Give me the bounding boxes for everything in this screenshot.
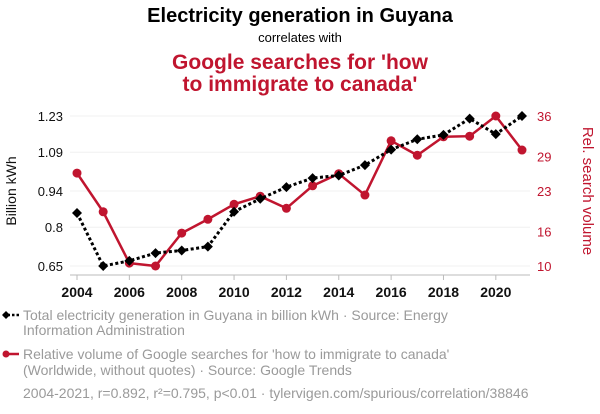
searches-data-point <box>308 181 318 191</box>
electricity-data-point <box>307 173 318 184</box>
y-right-tick-label: 36 <box>537 109 551 124</box>
x-tick-label: 2020 <box>480 284 511 300</box>
y-left-tick-label: 0.8 <box>45 220 63 235</box>
searches-data-point <box>229 199 239 209</box>
electricity-data-point <box>517 111 527 121</box>
legend-electricity-line1: Total electricity generation in Guyana i… <box>23 307 448 323</box>
y-right-tick-label: 29 <box>537 149 551 164</box>
electricity-data-point <box>124 255 135 266</box>
searches-data-point <box>177 228 187 238</box>
y-left-tick-label: 1.09 <box>38 145 63 160</box>
legend-diamond-icon <box>2 311 10 319</box>
searches-data-point <box>491 111 501 121</box>
electricity-data-point <box>98 261 109 271</box>
y-right-tick-label: 23 <box>537 184 551 199</box>
y-axis-left-label: Billion kWh <box>3 156 19 225</box>
y-left-tick-label: 0.94 <box>38 184 63 199</box>
footer-stats: 2004-2021, r=0.892, r²=0.795, p<0.01 · t… <box>23 385 529 401</box>
electricity-data-point <box>386 144 397 155</box>
electricity-data-point <box>359 160 370 171</box>
electricity-data-point <box>255 193 266 204</box>
electricity-data-point <box>412 134 423 145</box>
y-right-tick-label: 16 <box>537 224 551 239</box>
electricity-data-point <box>176 245 187 256</box>
x-tick-label: 2004 <box>61 284 92 300</box>
y-left-tick-label: 1.23 <box>38 109 63 124</box>
y-axis-right-label: Rel. search volume <box>579 127 596 255</box>
legend: Total electricity generation in Guyana i… <box>2 307 449 378</box>
electricity-data-point <box>464 113 475 124</box>
legend-searches-line2: (Worldwide, without quotes) · Source: Go… <box>23 362 352 378</box>
searches-data-point <box>386 136 396 146</box>
searches-data-point <box>281 203 291 213</box>
y-right-tick-label: 10 <box>537 259 551 274</box>
electricity-data-point <box>229 206 240 217</box>
legend-searches-line1: Relative volume of Google searches for '… <box>23 346 449 362</box>
electricity-data-point <box>281 182 292 193</box>
x-tick-label: 2016 <box>376 284 407 300</box>
y-left-tick-label: 0.65 <box>38 259 63 274</box>
searches-data-point <box>151 261 161 271</box>
legend-circle-icon <box>2 350 10 358</box>
x-tick-label: 2018 <box>428 284 459 300</box>
electricity-data-point <box>72 207 82 218</box>
searches-data-point <box>517 145 527 155</box>
searches-data-point <box>360 190 370 200</box>
electricity-data-point <box>202 241 213 252</box>
chart-title2-line2: to immigrate to canada' <box>183 73 418 96</box>
electricity-data-point <box>438 129 449 140</box>
searches-data-point <box>465 131 475 141</box>
searches-data-point <box>98 207 108 217</box>
x-tick-label: 2012 <box>271 284 302 300</box>
chart-title2-line1: Google searches for 'how <box>172 51 429 74</box>
x-tick-label: 2010 <box>218 284 249 300</box>
x-tick-label: 2008 <box>166 284 197 300</box>
x-tick-label: 2006 <box>114 284 145 300</box>
searches-data-point <box>72 168 82 178</box>
legend-electricity-line2: Information Administration <box>23 322 185 338</box>
searches-data-point <box>203 214 213 224</box>
chart-title: Electricity generation in Guyana <box>147 5 454 27</box>
electricity-series-line <box>75 114 523 268</box>
electricity-data-point <box>490 129 501 140</box>
x-tick-label: 2014 <box>323 284 354 300</box>
chart-subtitle: correlates with <box>258 30 342 45</box>
electricity-data-point <box>150 248 161 259</box>
electricity-data-point <box>333 170 344 181</box>
searches-data-point <box>412 150 422 160</box>
